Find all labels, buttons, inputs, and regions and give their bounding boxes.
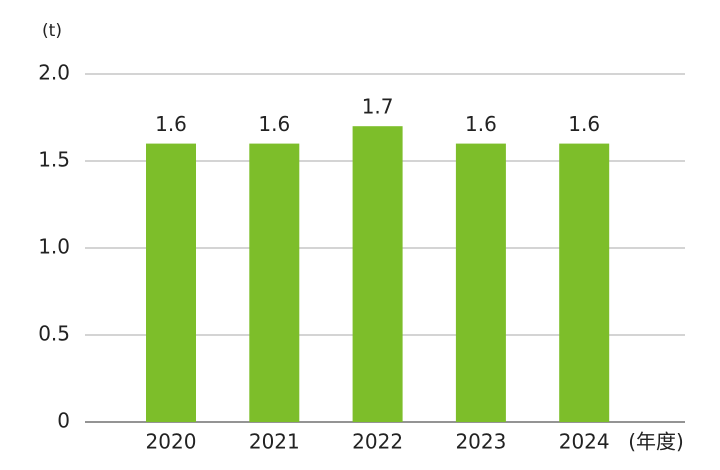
bar [249, 143, 300, 422]
value-label: 1.6 [568, 112, 600, 136]
bar [352, 126, 403, 422]
value-label: 1.7 [362, 95, 394, 119]
y-tick-label: 0 [57, 409, 70, 433]
y-axis-label: (t) [42, 21, 62, 41]
x-tick-label: 2020 [146, 430, 197, 454]
bar [455, 143, 506, 422]
bar [146, 143, 196, 422]
value-label: 1.6 [155, 112, 187, 136]
value-label: 1.6 [465, 112, 497, 136]
x-axis-label: (年度) [628, 430, 684, 454]
y-tick-label: 1.5 [38, 148, 70, 172]
value-label: 1.6 [258, 112, 290, 136]
bar [559, 143, 610, 422]
x-tick-label: 2022 [352, 430, 403, 454]
y-tick-label: 2.0 [38, 61, 70, 85]
x-tick-label: 2021 [249, 430, 300, 454]
y-tick-label: 1.0 [38, 235, 70, 259]
x-tick-label: 2024 [559, 430, 610, 454]
x-tick-label: 2023 [455, 430, 506, 454]
y-tick-label: 0.5 [38, 322, 70, 346]
